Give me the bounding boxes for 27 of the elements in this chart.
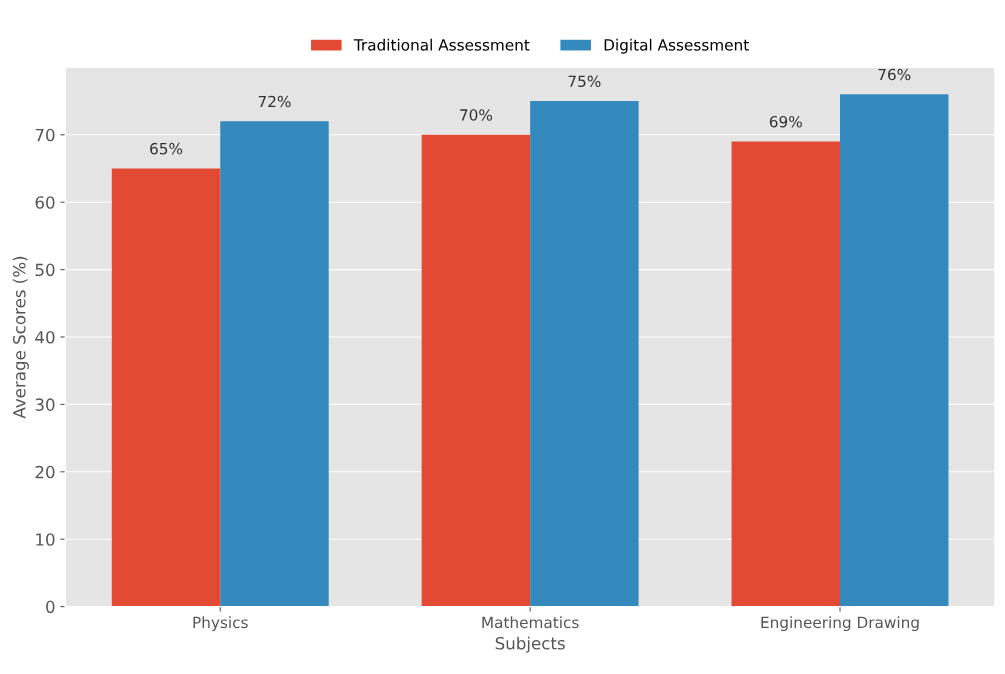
x-tick-label: Mathematics [482,616,579,629]
data-label: 70% [460,109,493,121]
y-tick-label: 10 [36,533,55,546]
data-label: 65% [150,142,183,155]
data-label: 76% [878,68,911,81]
y-tick-label: 30 [35,398,55,411]
data-label: 75% [568,75,601,88]
bar [530,101,639,607]
x-tick-label: Engineering Drawing [761,616,919,632]
y-tick-label: 70 [35,128,55,142]
bar [111,168,221,607]
y-tick-label: 0 [46,600,55,614]
y-tick-label: 50 [35,263,55,277]
data-label: 72% [258,95,291,108]
y-tick-label: 40 [35,330,55,344]
bar [731,141,841,607]
y-tick-label: 60 [35,196,55,209]
data-label: 69% [769,115,802,128]
x-axis-title: Subjects [495,636,565,653]
bar [421,134,531,607]
y-tick-label: 20 [35,465,55,479]
bar [840,94,949,607]
x-tick-label: Physics [193,616,248,632]
y-axis-title: Average Scores (%) [12,256,29,419]
bar [220,121,329,607]
legend-label: Digital Assessment [604,38,749,54]
legend-label: Traditional Assessment [353,38,530,51]
